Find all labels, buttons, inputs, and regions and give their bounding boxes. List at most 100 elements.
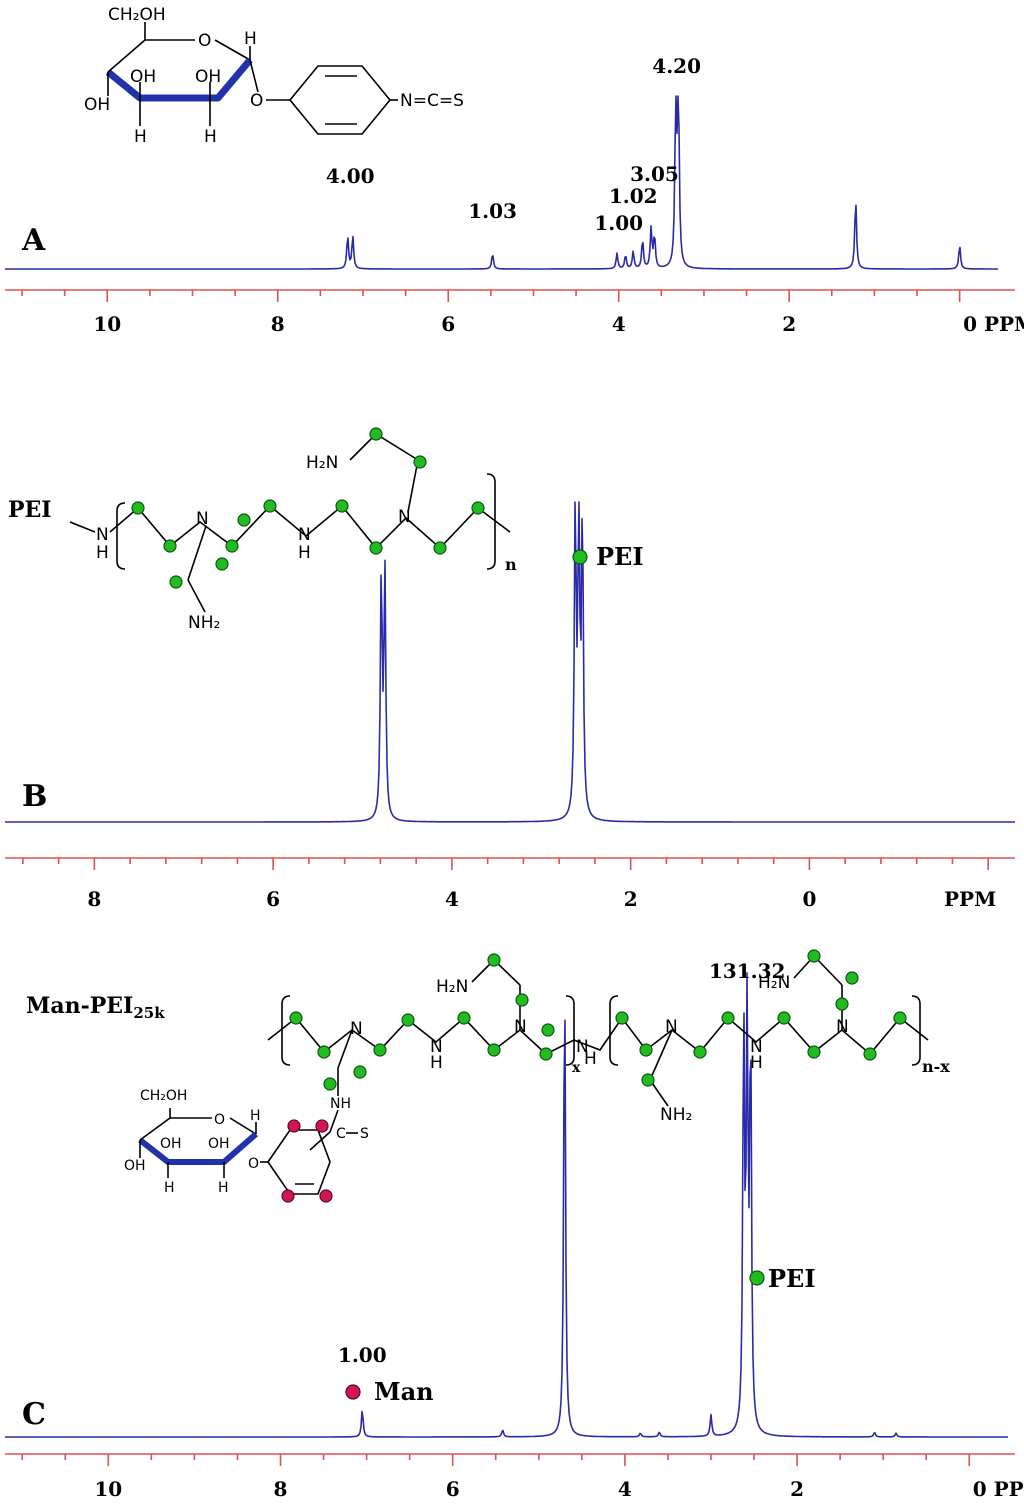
atom-thiourea-nh: NH (330, 1096, 351, 1112)
integral-label: 1.00 (594, 211, 643, 235)
atom-pei-h3: H (298, 543, 311, 563)
integral-label: 4.00 (326, 164, 375, 188)
panel-b-letter: B (22, 779, 47, 814)
atom-h-a: H (134, 127, 147, 147)
integrals-c: 1.00 131.32 (338, 959, 785, 1367)
pei-carbon-marker (835, 997, 849, 1011)
atom-c-h3: H (584, 1049, 597, 1069)
man-aromatic-marker (315, 1119, 329, 1133)
pei-carbon-marker (433, 541, 447, 555)
man-legend-label: Man (374, 1377, 434, 1406)
structure-man-ncs: CH₂OH O H OH OH OH H H O N=C=S (84, 5, 464, 147)
panel-a-letter: A (21, 223, 46, 258)
atom-c-h-b: H (218, 1180, 229, 1196)
atom-pei-n2: N (196, 509, 209, 529)
axis-tick-label: 8 (87, 887, 101, 911)
axis-tick-label: 0 PPM (963, 312, 1024, 336)
pei-legend-dot (572, 549, 588, 565)
atom-c-ether-o: O (248, 1156, 259, 1172)
atom-c-h1: H (430, 1053, 443, 1073)
pei-carbon-marker (539, 1047, 553, 1061)
pei-carbon-marker (515, 993, 529, 1007)
spectrum-c-line (5, 972, 1008, 1438)
axis-tick-label: 10 (93, 312, 121, 336)
atom-c-h-a: H (164, 1180, 175, 1196)
axis-b-tick-labels: 8 6 4 2 0 (87, 887, 816, 911)
pei-carbon-marker (693, 1045, 707, 1059)
atom-c-oh-4: OH (124, 1158, 146, 1174)
pei-carbon-marker (369, 427, 383, 441)
axis-a-ticks (21, 290, 961, 302)
pei-carbon-marker (487, 953, 501, 967)
axis-c-tick-labels: 10 8 6 4 2 0 PPM (94, 1477, 1024, 1501)
integral-label: 4.20 (652, 54, 701, 78)
pei-carbon-marker (471, 501, 485, 515)
repeat-x: x (572, 1060, 581, 1076)
pei-legend-dot-c (749, 1270, 765, 1286)
atom-c-h4: H (750, 1053, 763, 1073)
atom-c-nh1: N (430, 1037, 443, 1057)
pei-marker-dots (131, 427, 485, 589)
man-aromatic-marker (281, 1189, 295, 1203)
axis-tick-label: 10 (94, 1477, 122, 1501)
atom-ether-o: O (250, 91, 263, 111)
atom-c-n1: N (350, 1019, 363, 1039)
pei-carbon-marker (169, 575, 183, 589)
axis-a-tick-labels: 10 8 6 4 2 0 PPM (93, 312, 1024, 336)
atom-ch2oh: CH₂OH (108, 5, 166, 25)
panel-c-letter: C (22, 1397, 46, 1432)
integral-label: 3.05 (630, 162, 679, 186)
atom-c-anomeric-h: H (250, 1108, 261, 1124)
atom-c-oh-3: OH (208, 1136, 230, 1152)
pei-carbon-marker (323, 1077, 337, 1091)
atom-anomeric-h: H (244, 29, 257, 49)
atom-c-ch2oh: CH₂OH (140, 1088, 187, 1104)
axis-tick-label: 2 (624, 887, 638, 911)
pei-carbon-marker (335, 499, 349, 513)
pei-carbon-marker (541, 1023, 555, 1037)
atom-ring-o: O (198, 31, 211, 51)
integral-label: 1.00 (338, 1343, 387, 1367)
pei-carbon-marker (353, 1065, 367, 1079)
atom-pei-h1: H (96, 543, 109, 563)
man-pei-struct-name: Man-PEI25k (26, 993, 165, 1022)
axis-tick-label: 0 (802, 887, 816, 911)
axis-tick-label: 6 (446, 1477, 460, 1501)
atom-pei-nh2-top: H₂N (306, 453, 338, 473)
axis-b-unit-label: PPM (944, 887, 996, 911)
pei-carbon-marker (373, 1043, 387, 1057)
pei-carbon-marker (401, 1013, 415, 1027)
structure-man-pei: N N H N H₂N N H x N N H N H₂N NH₂ n-x NH… (124, 949, 950, 1203)
pei-carbon-marker (215, 557, 229, 571)
atom-ncs: N=C=S (400, 91, 464, 111)
pei-carbon-marker (413, 455, 427, 469)
axis-tick-label: 2 (790, 1477, 804, 1501)
atom-c-n4: N (665, 1017, 678, 1037)
pei-carbon-marker (615, 1011, 629, 1025)
atom-oh-3: OH (195, 67, 221, 87)
atom-c-nh2: N (750, 1037, 763, 1057)
atom-oh-4: OH (84, 95, 110, 115)
atom-c-nh2-bottom: NH₂ (660, 1105, 692, 1125)
pei-legend-label-c: PEI (768, 1264, 816, 1293)
man-pei-marker-dots (281, 949, 907, 1203)
axis-tick-label: 4 (612, 312, 626, 336)
pei-carbon-marker (777, 1011, 791, 1025)
integral-label: 1.02 (609, 184, 658, 208)
atom-c-n3: N (576, 1037, 589, 1057)
pei-carbon-marker (845, 971, 859, 985)
pei-carbon-marker (289, 1011, 303, 1025)
atom-pei-n1: N (96, 525, 109, 545)
panel-b: B 8 6 4 2 0 PEI PPM PEI N H N N H N H₂N NH₂ (5, 427, 1015, 911)
atom-oh-2: OH (130, 67, 156, 87)
pei-legend-label-b: PEI (596, 542, 644, 571)
axis-tick-label: 6 (266, 887, 280, 911)
repeat-n-x: n-x (922, 1057, 950, 1076)
pei-carbon-marker (369, 541, 383, 555)
panel-a: A 10 8 6 4 2 0 PPM 4.00 1.03 1.00 1.023.05 4.20 C… (5, 5, 1024, 336)
pei-carbon-marker (807, 1045, 821, 1059)
atom-c-n5: N (836, 1017, 849, 1037)
axis-tick-label: 4 (618, 1477, 632, 1501)
atom-c-n2: N (514, 1017, 527, 1037)
